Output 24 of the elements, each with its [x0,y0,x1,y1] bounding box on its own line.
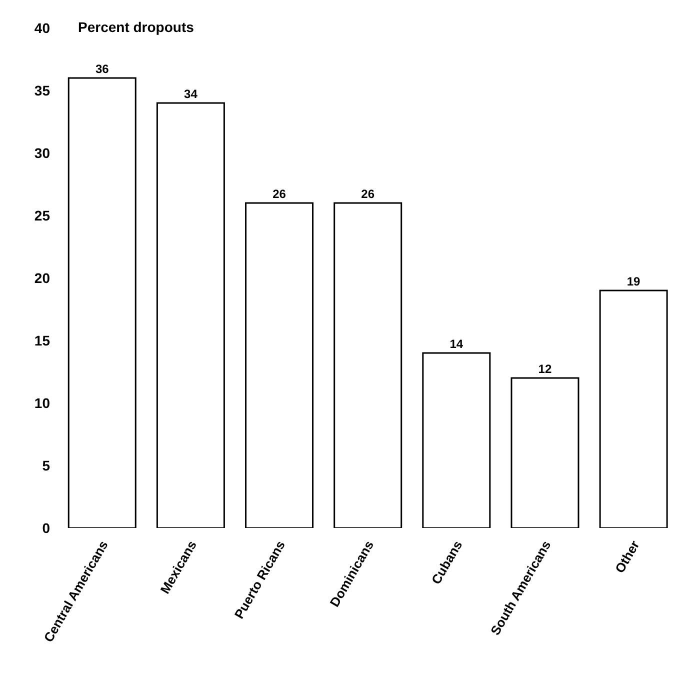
data-label: 26 [272,187,286,201]
data-label: 36 [95,62,110,76]
y-tick-label: 5 [42,457,50,474]
data-label: 26 [361,187,375,201]
data-label: 34 [184,87,198,101]
bar [599,290,668,528]
y-tick-label: 40 [34,20,50,36]
y-axis-title: Percent dropouts [78,19,194,35]
y-tick-label: 35 [34,82,50,98]
bar [334,202,402,528]
bar [156,102,225,528]
bar [245,202,314,528]
bar [68,77,136,528]
data-label: 19 [626,274,641,288]
y-tick-label: 0 [42,520,50,536]
bar [422,352,491,528]
y-tick-label: 15 [34,332,50,348]
data-label: 12 [538,362,552,376]
y-tick-label: 30 [34,144,50,161]
y-tick-label: 10 [34,394,50,411]
data-label: 14 [450,337,464,351]
y-tick-label: 20 [34,270,50,286]
y-tick-label: 25 [34,207,50,224]
bar [510,377,580,528]
